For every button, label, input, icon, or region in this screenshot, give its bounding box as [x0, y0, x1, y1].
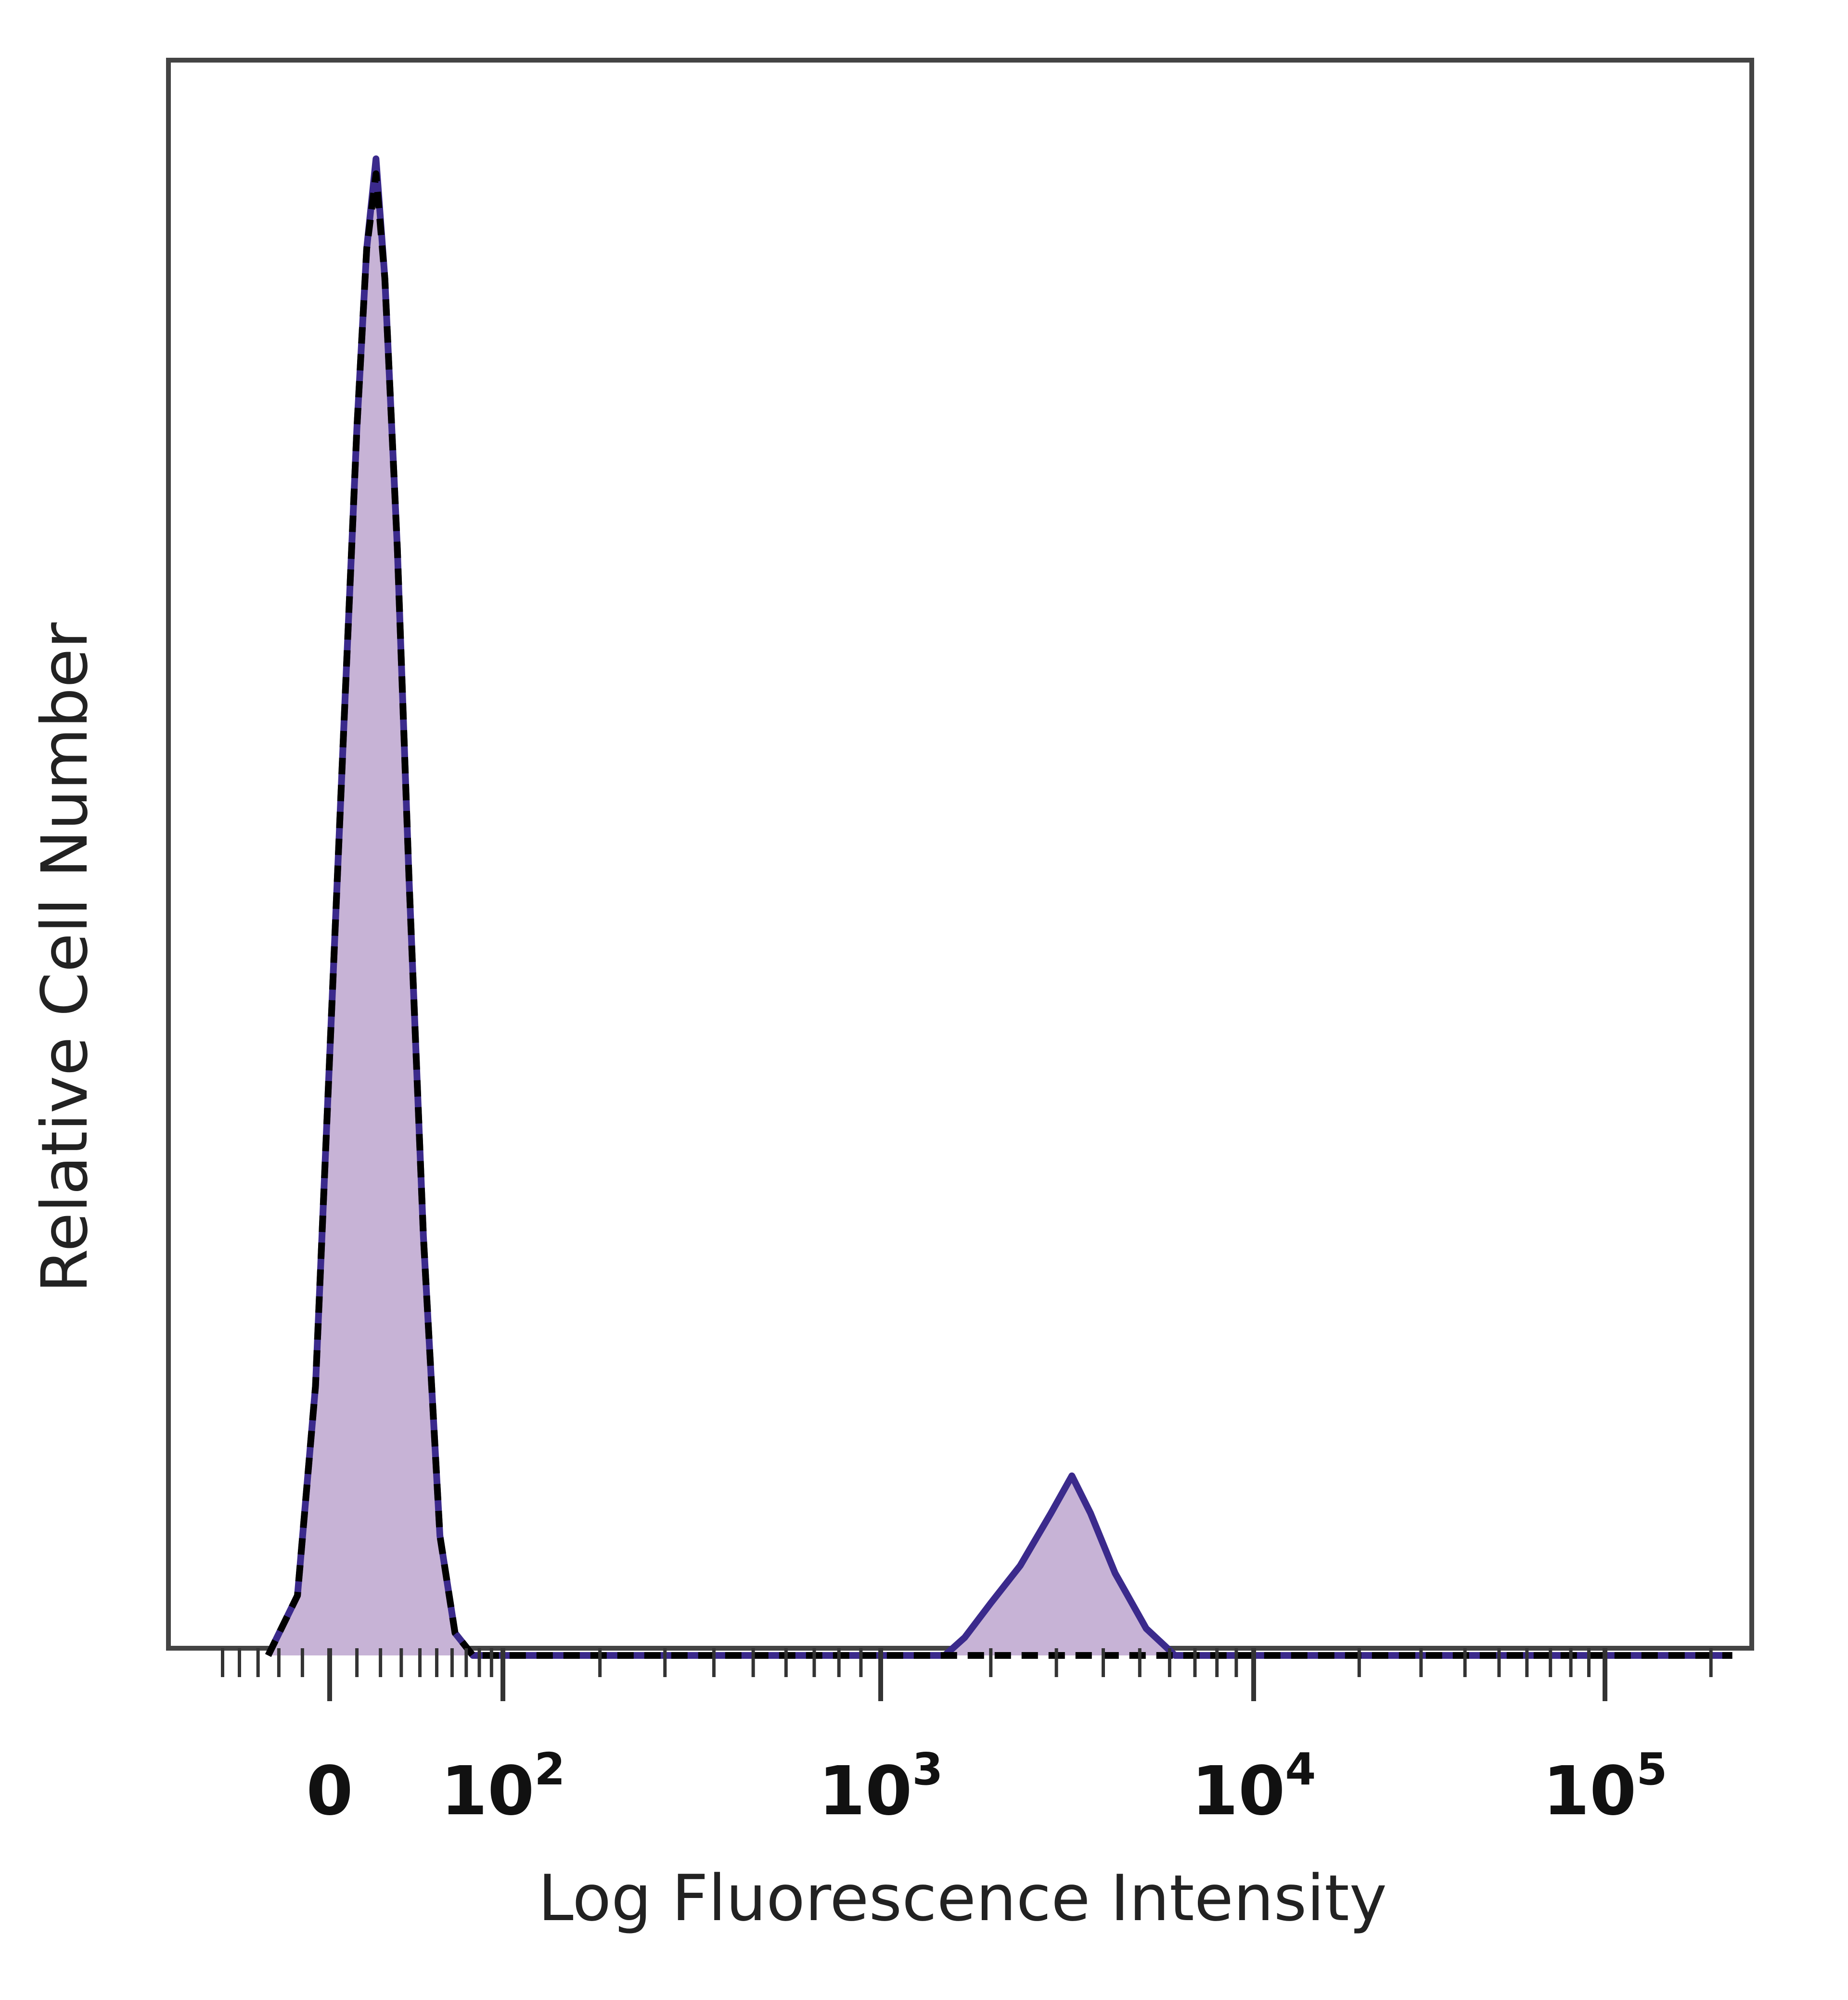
- x-tick-label-exponent: 4: [1285, 1744, 1316, 1795]
- x-axis-label: Log Fluorescence Intensity: [538, 1861, 1387, 1936]
- x-tick-label-3: 104: [1192, 1744, 1316, 1831]
- x-tick-label-base: 10: [819, 1752, 912, 1831]
- x-tick-label-exponent: 5: [1636, 1744, 1667, 1795]
- series-1-dashed-line: [265, 170, 1732, 1659]
- x-tick-label-base: 10: [1192, 1752, 1285, 1831]
- x-axis-ticks: [221, 1648, 1713, 1701]
- y-axis-label: Relative Cell Number: [28, 622, 102, 1293]
- x-tick-label-base: 0: [306, 1752, 353, 1831]
- x-tick-label-base: 10: [441, 1752, 535, 1831]
- series-0-area: [268, 159, 1732, 1655]
- x-tick-label-exponent: 2: [534, 1744, 565, 1795]
- series-layer: [265, 155, 1732, 1659]
- x-tick-label-0: 0: [306, 1752, 353, 1831]
- x-axis-tick-labels: 0 102 103 104 105: [306, 1744, 1667, 1831]
- x-tick-label-base: 10: [1543, 1752, 1637, 1831]
- x-tick-label-1: 102: [441, 1744, 565, 1831]
- x-tick-label-exponent: 3: [912, 1744, 943, 1795]
- series-0-line: [265, 155, 1732, 1659]
- x-tick-label-2: 103: [819, 1744, 943, 1831]
- x-tick-label-4: 105: [1543, 1744, 1668, 1831]
